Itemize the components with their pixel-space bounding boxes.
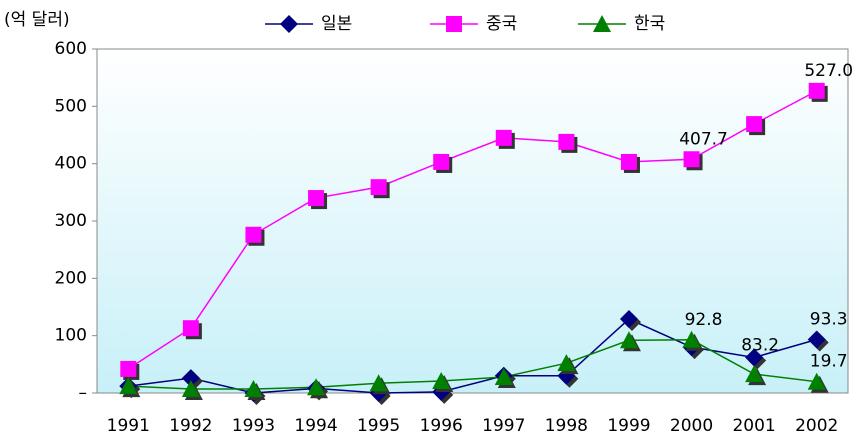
data-point	[244, 379, 263, 397]
data-point	[182, 320, 199, 337]
data-point	[683, 151, 700, 168]
x-tick-label: 2000	[670, 416, 713, 436]
data-point	[557, 354, 576, 372]
data-point	[808, 82, 825, 99]
legend-marker	[593, 15, 611, 32]
y-tick-label: –	[79, 383, 88, 403]
x-tick-label: 1994	[294, 416, 337, 436]
x-tick-label: 1991	[107, 416, 150, 436]
data-point	[745, 365, 764, 383]
data-label: 527.0	[804, 61, 853, 81]
data-point	[682, 330, 701, 348]
x-tick-label: 1997	[482, 416, 525, 436]
annotation: 83.2	[741, 335, 779, 355]
data-label: 93.3	[810, 310, 848, 330]
series-line	[128, 339, 817, 390]
legend-label: 중국	[486, 14, 517, 34]
data-label: 92.8	[685, 310, 723, 330]
x-tick-label: 1995	[357, 416, 400, 436]
x-tick-label: 1998	[545, 416, 588, 436]
y-axis-label: (억 달러)	[4, 10, 70, 30]
x-tick-label: 1993	[232, 416, 275, 436]
y-tick-label: 500	[55, 96, 87, 116]
data-point	[807, 330, 826, 349]
data-point	[245, 226, 262, 243]
legend-marker	[280, 15, 298, 33]
x-tick-label: 1999	[607, 416, 650, 436]
x-tick-label: 1992	[169, 416, 212, 436]
data-point	[308, 190, 325, 207]
data-point	[807, 372, 826, 390]
data-point	[181, 379, 200, 397]
data-point	[369, 374, 388, 392]
data-point	[746, 116, 763, 133]
x-tick-label: 2001	[732, 416, 775, 436]
x-tick-label: 1996	[420, 416, 463, 436]
data-point	[307, 378, 326, 396]
legend-label: 한국	[634, 14, 665, 34]
data-point	[433, 153, 450, 170]
y-tick-label: 200	[55, 268, 87, 288]
data-point	[370, 179, 387, 196]
data-point	[181, 369, 200, 388]
data-label: 407.7	[679, 129, 728, 149]
legend-marker	[446, 16, 462, 32]
y-tick-label: 600	[55, 39, 87, 59]
data-point	[619, 331, 638, 349]
data-point	[619, 310, 638, 329]
data-point	[745, 348, 764, 367]
data-point	[119, 377, 138, 395]
data-point	[494, 367, 513, 385]
legend-label: 일본	[321, 14, 352, 34]
series-line	[127, 90, 818, 370]
data-point	[558, 133, 575, 150]
data-point	[432, 371, 451, 389]
data-point	[620, 153, 637, 170]
y-tick-label: 100	[55, 326, 87, 346]
data-point	[495, 129, 512, 146]
data-label: 19.7	[810, 352, 848, 372]
x-tick-label: 2002	[795, 416, 838, 436]
plot-area	[96, 48, 849, 394]
y-tick-label: 300	[55, 211, 87, 231]
y-tick-label: 400	[55, 154, 87, 174]
data-point	[120, 360, 137, 377]
